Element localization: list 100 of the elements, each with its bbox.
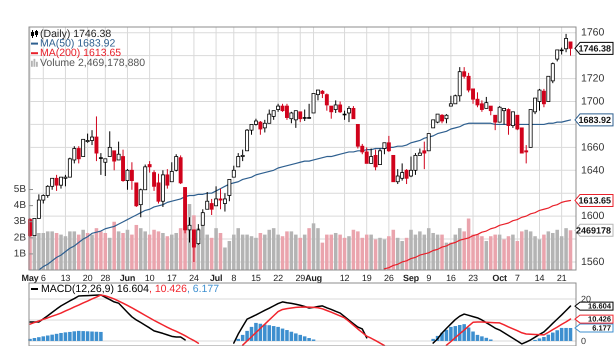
bar: [506, 236, 510, 270]
bar: [488, 236, 493, 270]
candlestick: [400, 162, 404, 182]
y-tick-label: 1720: [581, 72, 605, 85]
candlestick: [422, 141, 426, 170]
bar: [298, 238, 302, 270]
x-tick-label: 8: [231, 273, 236, 283]
x-tick-label: 12: [340, 273, 350, 283]
text: 1613.65: [578, 195, 611, 206]
x-tick-label: 13: [60, 273, 70, 283]
candlestick: [374, 149, 378, 171]
bar: [267, 325, 272, 341]
bar: [290, 231, 294, 270]
candlestick: [444, 114, 448, 124]
bar: [218, 232, 222, 270]
y-tick-label: 1560: [581, 256, 605, 268]
x-tick-label: 17: [166, 273, 177, 283]
x-tick-label: 14: [534, 273, 544, 283]
candlestick: [498, 106, 502, 123]
candlestick: [426, 133, 431, 152]
bar: [409, 230, 413, 270]
y2-tick-label: 5B: [14, 184, 26, 196]
candlestick: [404, 168, 409, 185]
candlestick: [334, 100, 338, 114]
candlestick: [272, 110, 276, 120]
bar: [374, 239, 378, 270]
x-tick-label: 24: [189, 273, 199, 283]
x-tick-label: 22: [273, 273, 284, 283]
x-tick-label: 19: [362, 273, 372, 283]
y-tick-label: 1600: [581, 210, 605, 222]
bar: [498, 234, 502, 270]
y-tick-label: 1700: [581, 96, 605, 108]
bar: [81, 230, 85, 270]
candlestick: [356, 124, 360, 149]
bar: [54, 232, 58, 270]
candlestick: [364, 146, 369, 164]
bar: [444, 242, 448, 270]
bar: [285, 330, 289, 341]
bar: [312, 223, 316, 270]
annotation: 2469178: [576, 225, 611, 236]
bar: [116, 231, 120, 270]
bar: [302, 234, 306, 270]
bar: [546, 231, 550, 270]
candlestick: [302, 109, 307, 122]
bar: [94, 332, 98, 341]
bar: [484, 241, 488, 270]
bar: [76, 330, 81, 341]
bar: [50, 231, 54, 270]
candlestick: [174, 154, 178, 172]
bar: [476, 234, 480, 270]
text: , 6.177: [186, 283, 220, 295]
bar: [364, 234, 368, 270]
bar: [90, 234, 94, 270]
bar: [108, 238, 112, 270]
y2-tick-label: 2B: [14, 232, 26, 244]
candlestick: [236, 152, 240, 168]
x-tick-label: 23: [468, 273, 478, 283]
candlestick: [222, 192, 227, 212]
bar: [436, 234, 440, 270]
bar: [471, 332, 475, 341]
bar: [342, 238, 346, 270]
legend-label: (Daily) 1746.38: [40, 28, 112, 40]
bar: [476, 334, 480, 341]
bar: [121, 232, 125, 270]
candlestick: [165, 168, 170, 190]
x-tick-label: Jun: [120, 273, 136, 283]
x-tick-label: Jul: [210, 273, 222, 283]
candlestick: [214, 186, 218, 206]
bar: [400, 241, 404, 270]
candlestick: [294, 110, 298, 128]
bar: [307, 228, 311, 270]
candlestick: [94, 116, 98, 162]
candlestick: [227, 178, 232, 202]
x-tick-label: Aug: [305, 273, 322, 283]
x-tick-label: 29: [295, 273, 306, 283]
candlestick: [103, 158, 108, 177]
x-tick-label: Oct: [492, 273, 508, 283]
x-tick-label: 6: [40, 273, 46, 283]
y-tick-label: 0: [581, 336, 586, 346]
y-tick-label: 20: [581, 294, 592, 304]
bar: [170, 234, 174, 270]
candlestick: [329, 106, 334, 120]
candlestick: [338, 101, 342, 114]
line-series: [384, 200, 572, 270]
candlestick: [555, 49, 560, 62]
candlestick: [130, 162, 134, 190]
bar: [59, 332, 63, 341]
bar: [298, 334, 302, 341]
y2-tick-label: 1B: [14, 248, 26, 260]
bar: [210, 238, 214, 270]
candlestick: [351, 106, 356, 120]
candlestick: [76, 146, 81, 164]
candlestick: [396, 168, 400, 185]
bar: [214, 228, 218, 270]
x-tick-label: 28: [100, 273, 110, 283]
bar: [166, 236, 170, 270]
candlestick: [484, 96, 488, 109]
candlestick: [148, 160, 152, 174]
candlestick: [134, 182, 138, 208]
bar: [126, 230, 130, 270]
